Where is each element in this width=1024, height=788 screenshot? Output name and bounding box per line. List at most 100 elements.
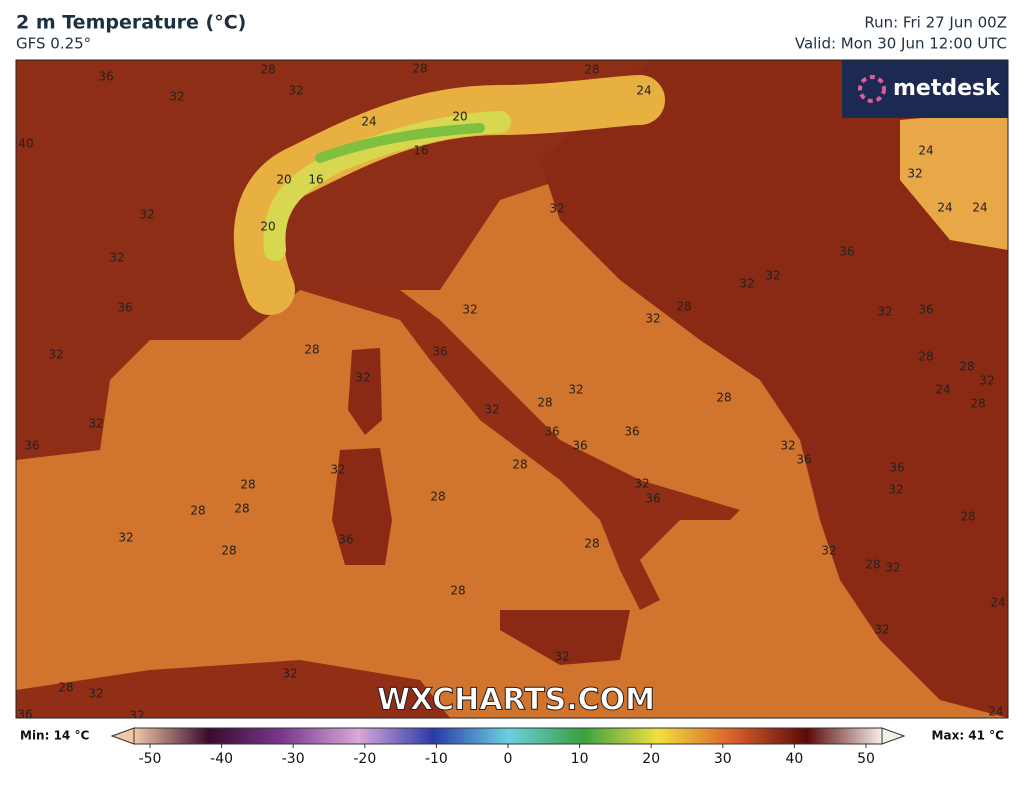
contour-label: 36 bbox=[624, 425, 639, 439]
contour-label: 28 bbox=[234, 502, 249, 516]
contour-label: 16 bbox=[308, 173, 323, 187]
land bbox=[540, 60, 1008, 718]
contour-label: 32 bbox=[645, 312, 660, 326]
contour-label: 28 bbox=[865, 558, 880, 572]
valid-time: Valid: Mon 30 Jun 12:00 UTC bbox=[795, 35, 1007, 53]
alps-band bbox=[315, 123, 485, 163]
contour-label: 32 bbox=[484, 403, 499, 417]
contour-label: 28 bbox=[959, 360, 974, 374]
colorbar-end bbox=[881, 727, 906, 745]
logo: metdesk bbox=[893, 76, 1001, 101]
contour-label: 32 bbox=[355, 371, 370, 385]
contour-label: 36 bbox=[645, 492, 660, 506]
land bbox=[500, 610, 630, 665]
colorbar-tick-label: -30 bbox=[282, 751, 305, 767]
warm-patch bbox=[900, 110, 1008, 250]
colorbar-end bbox=[110, 727, 135, 745]
colorbar-tick-label: -20 bbox=[353, 751, 376, 767]
max-label: Max: 41 °C bbox=[932, 729, 1005, 743]
contour-label: 28 bbox=[512, 458, 527, 472]
contour-label: 28 bbox=[716, 391, 731, 405]
watermark: WXCHARTS.COM bbox=[377, 683, 655, 718]
contour-label: 32 bbox=[169, 90, 184, 104]
contour-label: 28 bbox=[960, 510, 975, 524]
land bbox=[16, 60, 650, 460]
contour-label: 36 bbox=[338, 533, 353, 547]
land bbox=[348, 348, 382, 435]
colorbar-tick-label: 30 bbox=[714, 751, 732, 767]
contour-label: 32 bbox=[554, 650, 569, 664]
contour-label: 32 bbox=[549, 202, 564, 216]
min-label: Min: 14 °C bbox=[20, 729, 89, 743]
colorbar-tick-label: 40 bbox=[785, 751, 803, 767]
contour-label: 36 bbox=[839, 245, 854, 259]
contour-label: 32 bbox=[780, 439, 795, 453]
contour-label: 28 bbox=[676, 300, 691, 314]
alps-band bbox=[233, 75, 665, 315]
contour-label: 28 bbox=[450, 584, 465, 598]
contour-label: 20 bbox=[452, 110, 467, 124]
contour-label: 32 bbox=[877, 305, 892, 319]
contour-label: 24 bbox=[937, 201, 952, 215]
contour-label: 28 bbox=[240, 478, 255, 492]
contour-label: 20 bbox=[260, 220, 275, 234]
contour-label: 28 bbox=[304, 343, 319, 357]
contour-label: 32 bbox=[821, 544, 836, 558]
colorbar-tick-label: 0 bbox=[504, 751, 513, 767]
contour-label: 32 bbox=[885, 561, 900, 575]
contour-label: 36 bbox=[544, 425, 559, 439]
contour-label: 36 bbox=[432, 345, 447, 359]
contour-label: 36 bbox=[796, 453, 811, 467]
contour-label: 32 bbox=[462, 303, 477, 317]
contour-label: 28 bbox=[430, 490, 445, 504]
contour-label: 28 bbox=[221, 544, 236, 558]
contour-label: 20 bbox=[276, 173, 291, 187]
contour-label: 24 bbox=[972, 201, 987, 215]
contour-label: 32 bbox=[282, 667, 297, 681]
contour-label: 28 bbox=[260, 63, 275, 77]
contour-label: 24 bbox=[636, 84, 651, 98]
contour-label: 28 bbox=[918, 350, 933, 364]
contour-label: 24 bbox=[988, 705, 1003, 719]
contour-label: 28 bbox=[584, 63, 599, 77]
subtitle: GFS 0.25° bbox=[16, 35, 91, 53]
contour-label: 28 bbox=[584, 537, 599, 551]
contour-label: 32 bbox=[568, 383, 583, 397]
colorbar-tick-label: -10 bbox=[425, 751, 448, 767]
map-frame bbox=[15, 59, 1009, 719]
contour-label: 32 bbox=[129, 709, 144, 723]
contour-label: 36 bbox=[117, 301, 132, 315]
contour-label: 28 bbox=[58, 681, 73, 695]
contour-label: 16 bbox=[413, 144, 428, 158]
contour-label: 24 bbox=[361, 115, 376, 129]
contour-label: 32 bbox=[979, 374, 994, 388]
contour-label: 32 bbox=[888, 483, 903, 497]
contour-label: 32 bbox=[109, 251, 124, 265]
contour-label: 28 bbox=[190, 504, 205, 518]
colorbar-tick-label: 20 bbox=[642, 751, 660, 767]
contour-label: 32 bbox=[48, 348, 63, 362]
contour-label: 32 bbox=[288, 84, 303, 98]
land bbox=[16, 660, 450, 718]
contour-label: 36 bbox=[889, 461, 904, 475]
contour-label: 32 bbox=[139, 208, 154, 222]
contour-label: 32 bbox=[874, 623, 889, 637]
contour-label: 32 bbox=[739, 277, 754, 291]
land bbox=[332, 448, 392, 565]
colorbar bbox=[133, 727, 883, 745]
contour-label: 28 bbox=[412, 62, 427, 76]
logo-box bbox=[842, 60, 1008, 118]
contour-label: 36 bbox=[24, 439, 39, 453]
colorbar-tick-label: 50 bbox=[857, 751, 875, 767]
contour-label: 24 bbox=[918, 144, 933, 158]
land bbox=[300, 290, 740, 610]
logo-icon bbox=[858, 75, 886, 103]
title: 2 m Temperature (°C) bbox=[16, 12, 246, 34]
contour-label: 32 bbox=[330, 463, 345, 477]
contour-label: 40 bbox=[18, 137, 33, 151]
contour-label: 36 bbox=[98, 70, 113, 84]
colorbar-tick-label: -40 bbox=[210, 751, 233, 767]
